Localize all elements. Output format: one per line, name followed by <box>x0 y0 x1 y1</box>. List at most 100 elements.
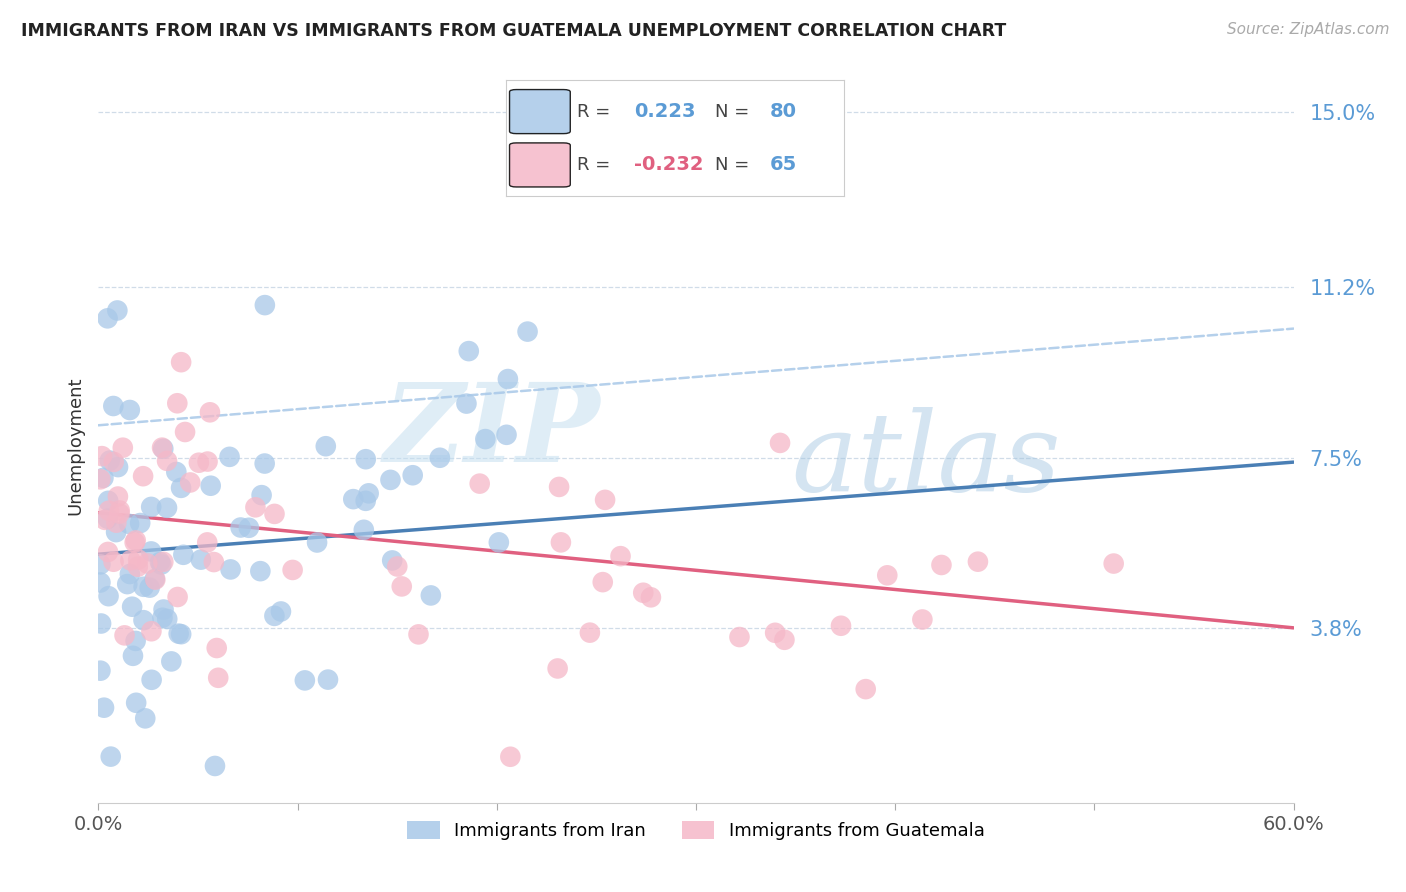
Point <box>219 562 242 576</box>
Point <box>911 613 934 627</box>
Point <box>98 453 121 467</box>
Point <box>167 626 190 640</box>
Point <box>354 452 377 467</box>
Point <box>118 516 141 531</box>
Point <box>103 399 125 413</box>
Point <box>170 627 193 641</box>
Point <box>111 441 134 455</box>
Point <box>94 513 117 527</box>
Point <box>931 558 953 572</box>
Point <box>156 500 179 515</box>
Point <box>238 521 260 535</box>
Point <box>249 564 271 578</box>
Text: -0.232: -0.232 <box>634 155 704 175</box>
Point <box>204 759 226 773</box>
Point <box>129 516 152 530</box>
Point <box>166 590 188 604</box>
Point <box>100 749 122 764</box>
Point <box>245 500 267 515</box>
Point <box>281 563 304 577</box>
Point <box>419 589 441 603</box>
Point <box>579 625 602 640</box>
Text: R =: R = <box>576 103 616 120</box>
Text: atlas: atlas <box>792 407 1062 514</box>
Point <box>357 486 380 500</box>
Point <box>195 535 218 549</box>
Point <box>592 575 614 590</box>
Point <box>429 450 451 465</box>
Point <box>593 492 616 507</box>
Point <box>170 355 193 369</box>
Point <box>250 488 273 502</box>
Point <box>152 442 174 456</box>
Point <box>93 471 115 485</box>
Point <box>876 568 898 582</box>
Point <box>353 523 375 537</box>
FancyBboxPatch shape <box>509 89 571 134</box>
Point <box>124 535 146 549</box>
Point <box>253 457 276 471</box>
Point <box>763 625 786 640</box>
FancyBboxPatch shape <box>509 143 571 187</box>
Point <box>499 749 522 764</box>
Point <box>270 605 292 619</box>
Point <box>769 436 792 450</box>
Point <box>152 602 174 616</box>
Point <box>263 507 285 521</box>
Point <box>205 640 228 655</box>
Point <box>547 661 569 675</box>
Point <box>855 682 877 697</box>
Point <box>141 544 163 558</box>
Point <box>315 439 337 453</box>
Point <box>830 619 852 633</box>
Legend: Immigrants from Iran, Immigrants from Guatemala: Immigrants from Iran, Immigrants from Gu… <box>399 814 993 847</box>
Point <box>149 555 172 569</box>
Point <box>548 480 571 494</box>
Point <box>103 555 125 569</box>
Point <box>187 456 209 470</box>
Point <box>200 479 222 493</box>
Point <box>105 303 128 318</box>
Point <box>90 616 112 631</box>
Point <box>118 403 141 417</box>
Point <box>408 627 430 641</box>
Point <box>165 465 187 479</box>
Point <box>89 664 111 678</box>
Point <box>118 567 141 582</box>
Point <box>967 555 990 569</box>
Point <box>89 558 111 572</box>
Point <box>103 455 125 469</box>
Point <box>124 634 146 648</box>
Point <box>97 504 120 518</box>
Point <box>108 503 131 517</box>
Point <box>132 613 155 627</box>
Point <box>391 579 413 593</box>
Point <box>342 492 364 507</box>
Point <box>495 427 517 442</box>
Point <box>516 325 538 339</box>
Point <box>381 553 404 567</box>
Point <box>97 493 120 508</box>
Point <box>132 469 155 483</box>
Point <box>380 473 402 487</box>
Text: ZIP: ZIP <box>384 378 600 485</box>
Point <box>107 490 129 504</box>
Point <box>474 432 496 446</box>
Point <box>170 481 193 495</box>
Text: N =: N = <box>716 156 749 174</box>
Point <box>150 441 173 455</box>
Point <box>117 577 139 591</box>
Point <box>97 589 120 603</box>
Point <box>89 472 111 486</box>
Point <box>127 559 149 574</box>
Point <box>773 632 796 647</box>
Point <box>294 673 316 688</box>
Point <box>387 559 409 574</box>
Text: N =: N = <box>716 103 749 120</box>
Point <box>633 586 655 600</box>
Point <box>1102 557 1125 571</box>
Text: 0.223: 0.223 <box>634 102 696 121</box>
Point <box>496 372 519 386</box>
Point <box>107 460 129 475</box>
Text: 65: 65 <box>769 155 797 175</box>
